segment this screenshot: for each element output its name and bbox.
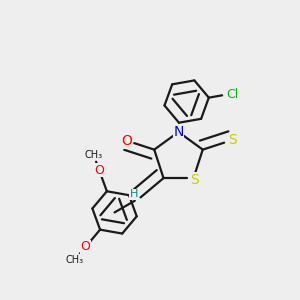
- Text: O: O: [81, 240, 91, 254]
- Text: O: O: [94, 164, 104, 177]
- Text: O: O: [95, 164, 105, 177]
- Text: O: O: [122, 134, 133, 148]
- Text: N: N: [173, 125, 184, 139]
- Text: CH₃: CH₃: [66, 254, 84, 265]
- Text: Cl: Cl: [226, 88, 238, 100]
- Text: S: S: [190, 172, 200, 187]
- Text: S: S: [228, 133, 237, 147]
- Text: O: O: [90, 150, 97, 160]
- Text: H: H: [130, 189, 138, 200]
- Text: CH₃: CH₃: [85, 150, 103, 160]
